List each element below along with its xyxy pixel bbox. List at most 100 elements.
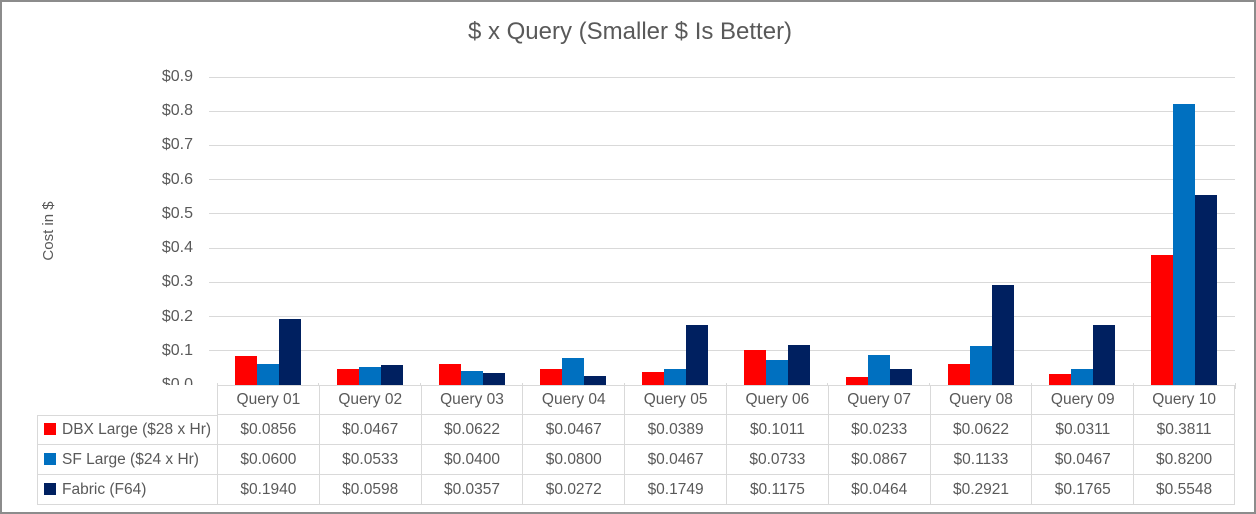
table-value-cell: $0.1133 (929, 445, 1032, 475)
column-header-query-10: Query 10 (1133, 385, 1235, 415)
chart-title: $ x Query (Smaller $ Is Better) (467, 18, 793, 45)
legend-swatch-icon (44, 482, 56, 495)
column-header-query-06: Query 06 (725, 385, 828, 415)
table-value-cell: $0.0272 (522, 475, 625, 505)
table-value-cell: $0.0800 (522, 445, 625, 475)
gridline (217, 316, 1235, 318)
table-value-cell: $0.0622 (929, 415, 1032, 445)
legend-label: DBX Large ($28 x Hr) (62, 421, 212, 438)
legend-label: SF Large ($24 x Hr) (62, 450, 199, 468)
y-axis-tick-label: $0.6 (161, 170, 193, 188)
table-value-cell: $0.0622 (420, 415, 523, 445)
table-value-cell: $0.0467 (318, 415, 421, 445)
y-axis-title: Cost in $ (40, 201, 57, 261)
table-value-cell: $0.0598 (318, 475, 421, 505)
y-axis-tick (209, 281, 217, 283)
table-value-cell: $0.1765 (1031, 475, 1134, 505)
table-value-cell: $0.0867 (827, 445, 930, 475)
bar-series-2-query-01 (256, 364, 279, 385)
y-axis-tick-label: $0.7 (161, 136, 193, 154)
plot-area (209, 76, 1236, 389)
bar-series-1-query-02 (336, 369, 359, 385)
table-value-cell: $0.0233 (827, 415, 930, 445)
table-value-cell: $0.0467 (1031, 445, 1134, 475)
bar-series-3-query-03 (482, 372, 505, 385)
bar-series-3-query-10 (1195, 195, 1218, 385)
y-axis-tick (209, 213, 217, 215)
table-value-cell: $0.0733 (725, 445, 828, 475)
table-value-cell: $0.0464 (827, 475, 930, 505)
gridline (217, 247, 1235, 249)
table-value-cell: $0.8200 (1133, 445, 1235, 475)
column-header-query-04: Query 04 (522, 385, 625, 415)
y-axis-tick-label: $0.5 (161, 204, 193, 222)
bar-series-2-query-08 (969, 346, 992, 385)
gridline (217, 179, 1235, 181)
y-axis-tick-label: $0.8 (161, 102, 193, 120)
bar-series-1-query-04 (540, 369, 563, 385)
bar-series-1-query-10 (1151, 254, 1174, 385)
bar-series-2-query-04 (562, 357, 585, 385)
table-value-cell: $0.0357 (420, 475, 523, 505)
column-header-query-05: Query 05 (624, 385, 726, 415)
bar-series-3-query-04 (584, 375, 607, 385)
bar-series-2-query-06 (765, 359, 788, 385)
gridline (217, 110, 1235, 112)
table-row: Fabric (F64) $0.1940 $0.0598 $0.0357 $0.0272… (37, 475, 1235, 505)
column-header-query-02: Query 02 (318, 385, 421, 415)
table-value-cell: $0.0467 (624, 445, 726, 475)
table-value-cell: $0.0533 (318, 445, 421, 475)
bar-series-1-query-03 (438, 363, 461, 385)
column-header-query-03: Query 03 (420, 385, 523, 415)
bar-series-1-query-09 (1049, 374, 1072, 385)
table-corner-cell (37, 385, 217, 415)
bar-series-3-query-07 (889, 369, 912, 385)
table-row: DBX Large ($28 x Hr) $0.0856 $0.0467 $0.062… (37, 415, 1235, 445)
y-axis-tick (209, 247, 217, 249)
data-table: Query 01 Query 02 Query 03 Query 04 Query 05… (37, 385, 1235, 505)
bar-series-1-query-01 (234, 355, 257, 385)
table-value-cell: $0.0311 (1031, 415, 1134, 445)
y-axis-tick (209, 110, 217, 112)
y-axis-tick-label: $0.1 (161, 341, 193, 359)
table-value-cell: $0.1749 (624, 475, 726, 505)
table-header-row: Query 01 Query 02 Query 03 Query 04 Query 05… (37, 385, 1235, 415)
bar-series-1-query-07 (845, 377, 868, 385)
y-axis-tick (209, 316, 217, 318)
bar-series-3-query-08 (991, 285, 1014, 385)
table-value-cell: $0.1940 (217, 475, 319, 505)
y-axis-tick (209, 144, 217, 146)
legend-cell: DBX Large ($28 x Hr) (37, 415, 217, 445)
bar-series-3-query-09 (1093, 324, 1116, 385)
bar-series-2-query-07 (867, 355, 890, 385)
y-axis-tick-label: $0.4 (161, 239, 193, 257)
table-row: SF Large ($24 x Hr) $0.0600 $0.0533 $0.0400… (37, 445, 1235, 475)
table-value-cell: $0.2921 (929, 475, 1032, 505)
bar-series-1-query-06 (743, 350, 766, 385)
table-value-cell: $0.1175 (725, 475, 828, 505)
bar-series-3-query-02 (380, 364, 403, 385)
column-header-query-07: Query 07 (827, 385, 930, 415)
legend-cell: SF Large ($24 x Hr) (37, 445, 217, 475)
gridline (217, 144, 1235, 146)
table-value-cell: $0.0467 (522, 415, 625, 445)
bar-series-2-query-02 (358, 366, 381, 385)
table-value-cell: $0.0389 (624, 415, 726, 445)
column-header-query-09: Query 09 (1031, 385, 1134, 415)
bar-series-3-query-01 (278, 318, 301, 385)
bar-series-1-query-05 (642, 371, 665, 385)
bar-series-2-query-05 (664, 369, 687, 385)
bar-series-1-query-08 (947, 363, 970, 385)
bar-series-3-query-05 (686, 325, 709, 385)
table-value-cell: $0.0400 (420, 445, 523, 475)
y-axis-tick (209, 179, 217, 181)
y-axis-tick-label: $0.2 (161, 307, 193, 325)
table-value-cell: $0.1011 (725, 415, 828, 445)
column-header-query-01: Query 01 (217, 385, 319, 415)
bar-series-2-query-10 (1173, 104, 1196, 385)
gridline (217, 350, 1235, 352)
table-value-cell: $0.0600 (217, 445, 319, 475)
bar-series-3-query-06 (787, 344, 810, 385)
legend-swatch-icon (44, 452, 56, 465)
